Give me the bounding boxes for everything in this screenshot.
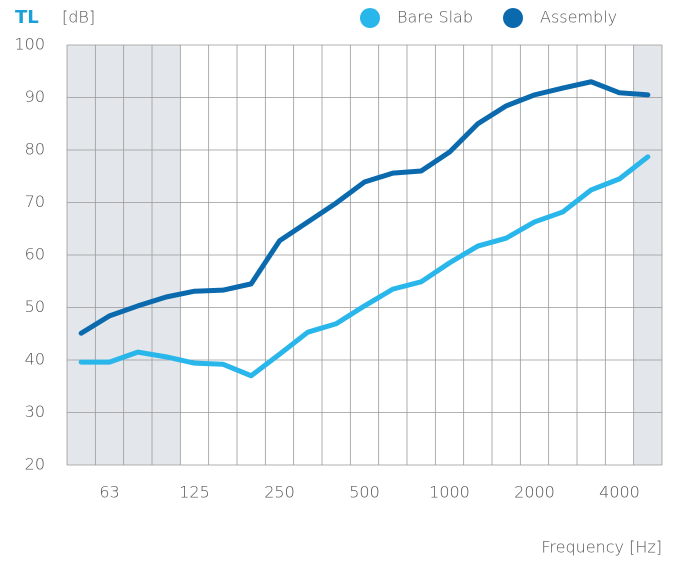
x-tick-label: 1000: [429, 483, 470, 502]
legend-label: Assembly: [540, 8, 617, 27]
x-tick-label: 500: [349, 483, 380, 502]
y-tick-label: 50: [25, 297, 45, 316]
y-tick-label: 80: [25, 140, 45, 159]
x-tick-label: 2000: [514, 483, 555, 502]
y-tick-label: 100: [14, 35, 45, 54]
y-tick-label: 30: [25, 402, 45, 421]
x-tick-label: 250: [264, 483, 295, 502]
x-tick-label: 63: [99, 483, 119, 502]
y-tick-label: 20: [25, 455, 45, 474]
legend-marker: [360, 8, 380, 28]
chart-title: TL: [15, 7, 39, 28]
chart-subtitle: [dB]: [62, 8, 95, 27]
y-tick-label: 70: [25, 192, 45, 211]
x-axis-label: Frequency [Hz]: [541, 538, 662, 557]
y-tick-label: 40: [25, 350, 45, 369]
data-line: [78, 154, 651, 379]
x-tick-label: 125: [179, 483, 210, 502]
legend-label: Bare Slab: [397, 8, 473, 27]
y-tick-label: 60: [25, 245, 45, 264]
y-tick-label: 90: [25, 87, 45, 106]
x-tick-label: 4000: [599, 483, 640, 502]
data-line: [78, 79, 651, 336]
legend-marker: [503, 8, 523, 28]
